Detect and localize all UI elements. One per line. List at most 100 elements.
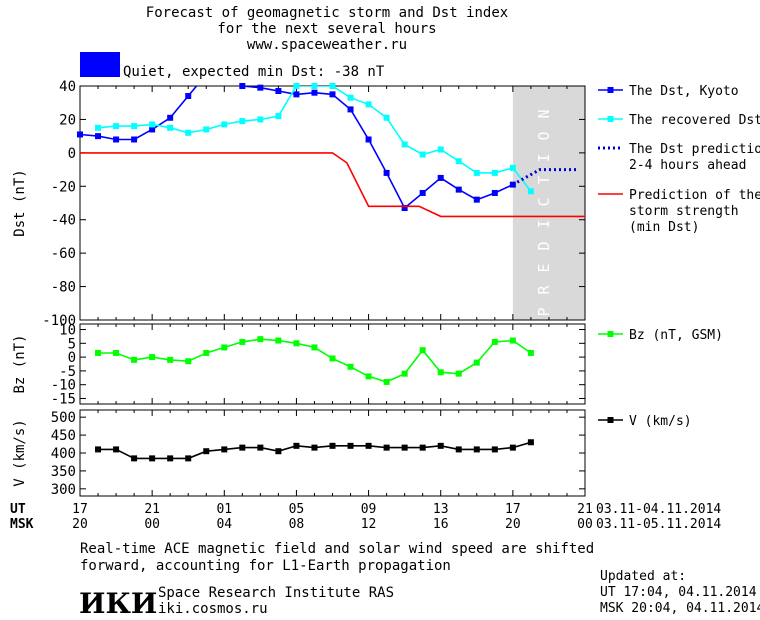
y-tick-label: -80 [51,280,76,296]
data-point [293,83,300,89]
data-point [203,349,210,356]
data-point [311,89,318,96]
y-tick-label: 400 [51,446,76,462]
y-tick-label: -5 [59,364,76,380]
footer-note-line-2: forward, accounting for L1-Earth propaga… [80,558,451,574]
data-point [257,116,264,123]
msk-tick-label: 04 [216,517,232,532]
msk-tick-label: 08 [289,517,305,532]
data-point [437,369,444,376]
ut-tick-label: 17 [72,502,88,517]
data-point [113,123,120,130]
ut-label: UT [10,502,26,517]
data-point [131,356,138,363]
data-point [365,442,372,449]
y-tick-label: 300 [51,482,76,498]
series-line [512,168,576,186]
y-axis-label: Bz (nT) [12,334,28,393]
data-point [149,121,156,128]
data-point [437,174,444,181]
y-tick-label: -40 [51,213,76,229]
data-point [419,444,426,451]
data-point [491,169,498,176]
prediction-letter: I [535,219,553,228]
data-point [221,344,228,351]
data-point [95,133,102,140]
institute-logo: ИКИ [79,587,157,620]
data-point [239,338,246,345]
data-point [95,446,102,453]
data-point [185,93,192,100]
data-point [473,359,480,366]
data-point [239,83,246,89]
legend-label: 2-4 hours ahead [629,158,746,173]
data-point [527,349,534,356]
footer-note-line-1: Real-time ACE magnetic field and solar w… [80,541,594,557]
data-point [347,442,354,449]
legend-label: storm strength [629,204,739,219]
data-point [275,88,282,95]
data-point [527,439,534,446]
y-axis-label: Dst (nT) [12,169,28,236]
msk-tick-label: 16 [433,517,449,532]
data-point [509,444,516,451]
data-point [239,118,246,125]
ut-tick-label: 13 [433,502,449,517]
y-tick-label: 450 [51,428,76,444]
ut-tick-label: 05 [289,502,305,517]
data-point [185,358,192,365]
ut-tick-label: 09 [361,502,377,517]
data-point [455,186,462,193]
data-point [329,83,336,89]
data-point [383,444,390,451]
data-point [365,136,372,143]
data-point [401,444,408,451]
data-point [311,444,318,451]
data-point [167,455,174,462]
data-point [383,114,390,121]
ut-tick-label: 17 [505,502,521,517]
data-point [311,344,318,351]
institute-url: iki.cosmos.ru [158,601,268,617]
legend-marker [607,116,614,122]
y-tick-label: 500 [51,410,76,426]
updated-msk: MSK 20:04, 04.11.2014 [600,601,760,616]
data-point [239,444,246,451]
data-point [347,106,354,113]
y-tick-label: -20 [51,179,76,195]
data-point [113,349,120,356]
data-point [149,126,156,133]
y-tick-label: -100 [42,313,76,329]
data-point [473,446,480,453]
institute-name: Space Research Institute RAS [158,585,394,601]
ut-tick-label: 01 [216,502,232,517]
y-tick-label: -15 [51,391,76,407]
updated-label: Updated at: [600,569,686,584]
data-point [473,169,480,176]
msk-tick-label: 00 [577,517,593,532]
data-point [401,205,408,212]
data-point [131,455,138,462]
data-point [383,378,390,385]
series-line [97,86,532,192]
data-point [185,455,192,462]
data-point [455,446,462,453]
data-point [95,349,102,356]
data-point [131,123,138,130]
y-tick-label: -60 [51,246,76,262]
legend-label: Bz (nT, GSM) [629,328,723,343]
y-tick-label: 10 [59,323,76,339]
data-point [203,448,210,455]
legend-marker [607,87,614,93]
data-point [221,446,228,453]
ut-tick-label: 21 [577,502,593,517]
chart-title-line-2: for the next several hours [217,21,436,37]
data-point [149,354,156,361]
data-point [401,141,408,148]
data-point [275,337,282,344]
data-point [347,94,354,101]
data-point [257,336,264,343]
data-point [509,337,516,344]
data-point [113,446,120,453]
